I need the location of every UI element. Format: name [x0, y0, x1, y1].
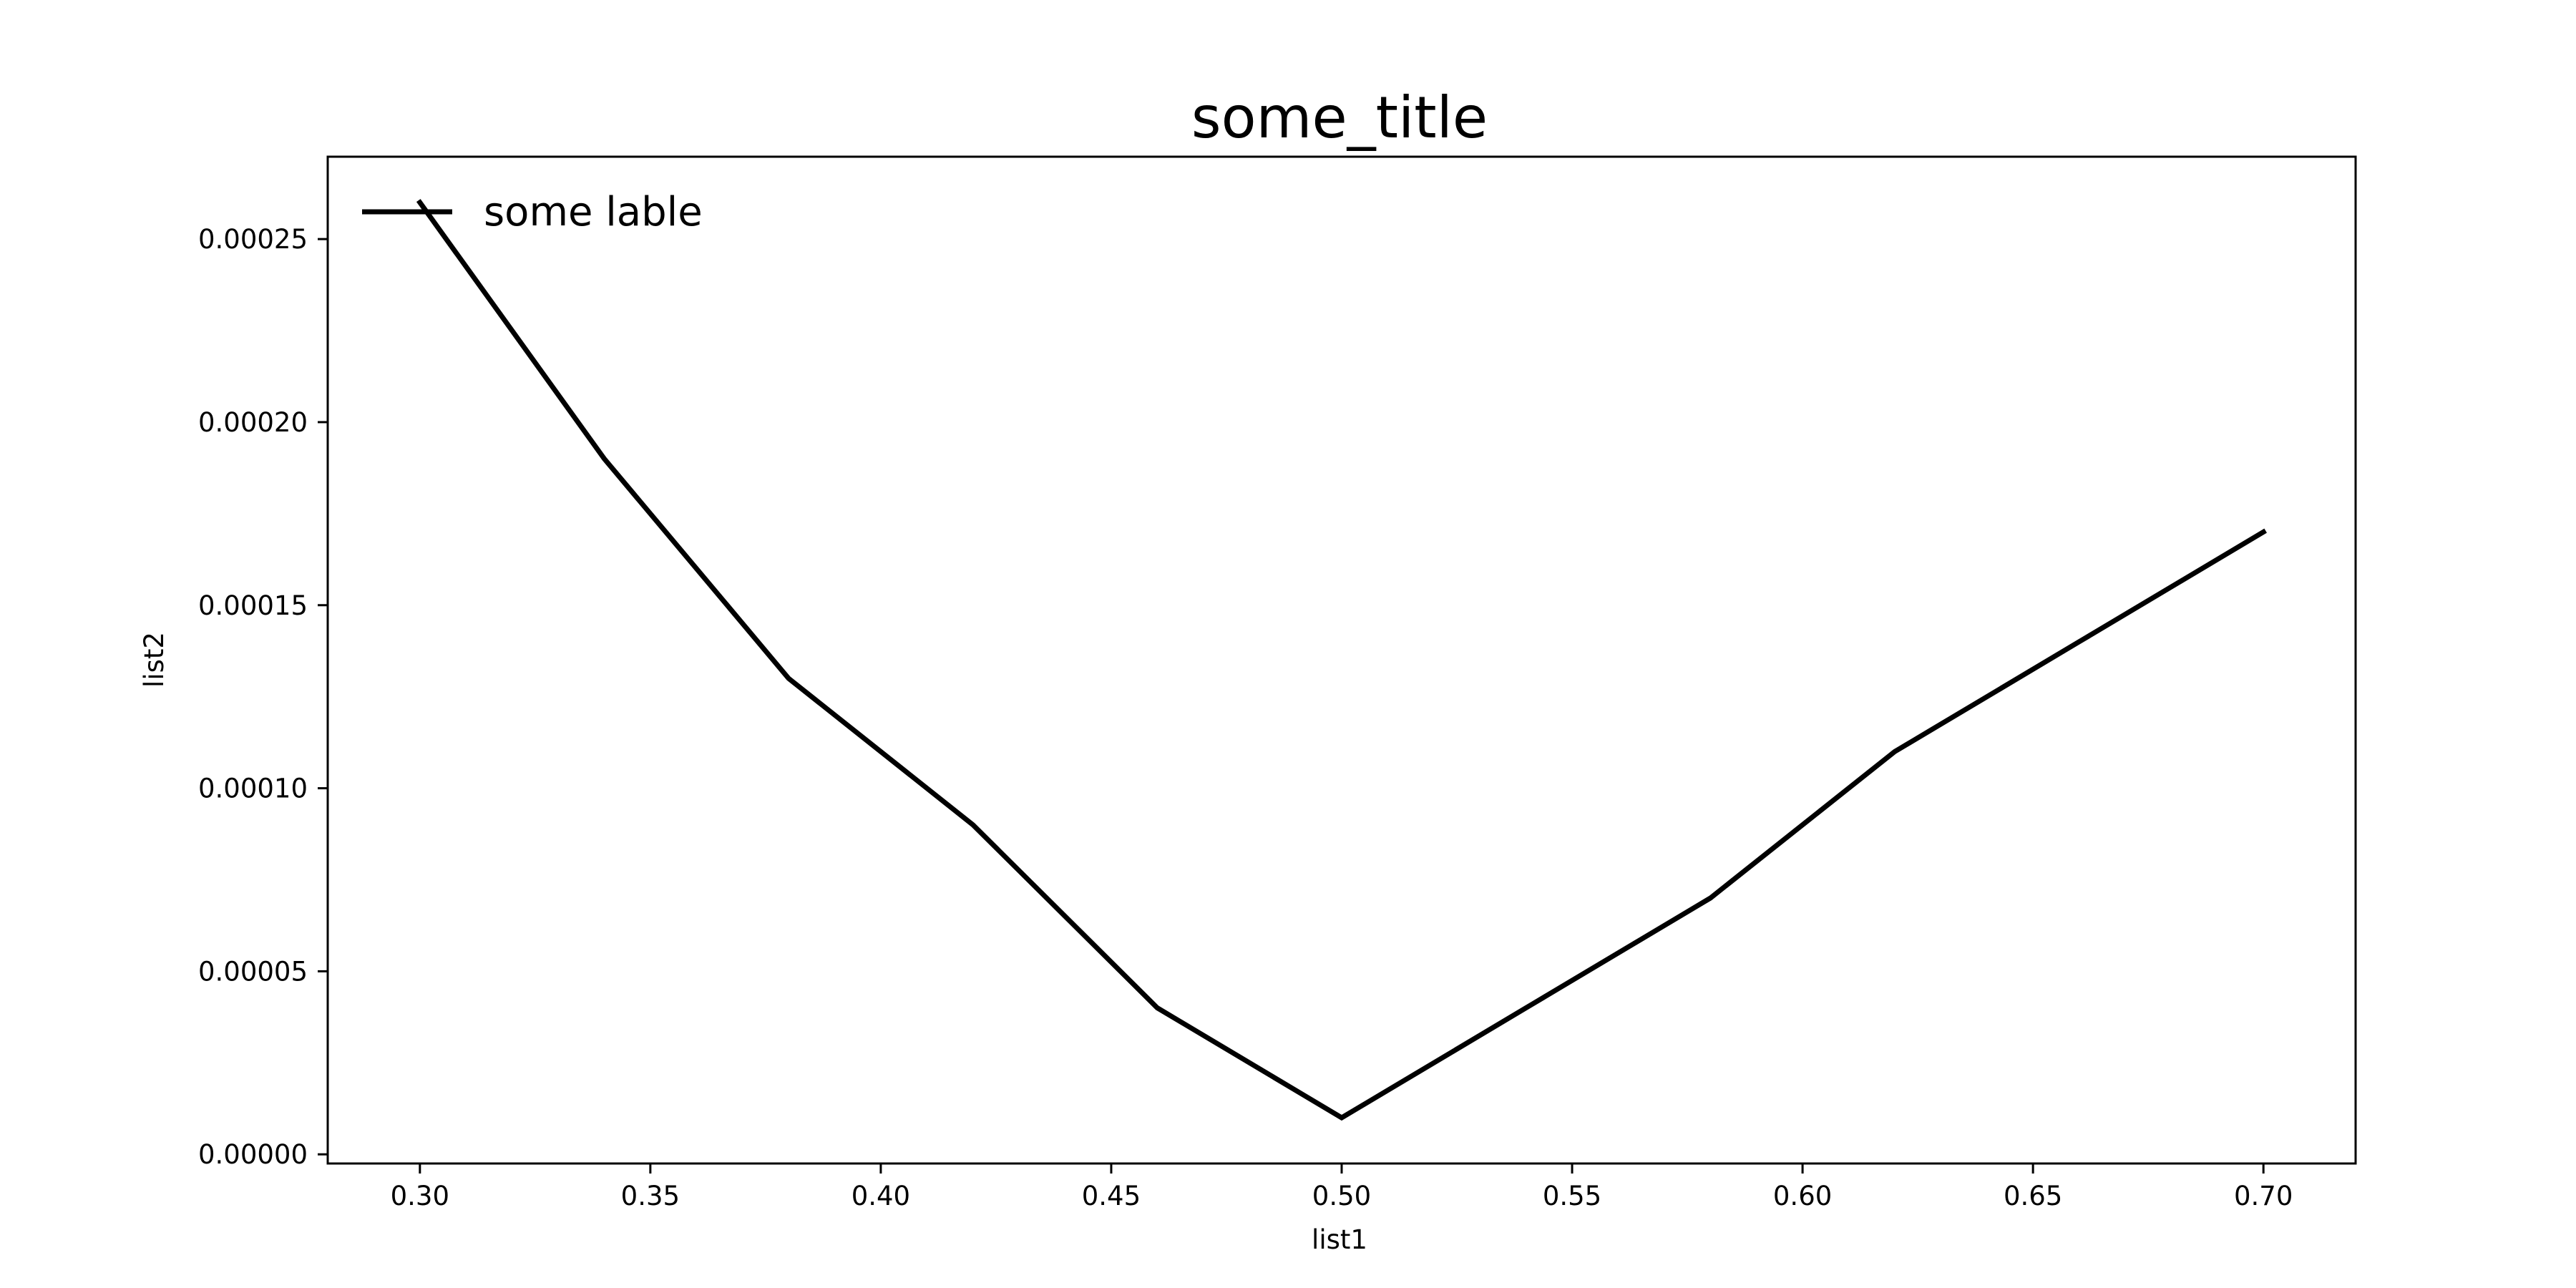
chart-title: some_title [1191, 84, 1488, 151]
x-tick-label: 0.60 [1773, 1181, 1832, 1211]
x-tick-label: 0.40 [852, 1181, 910, 1211]
x-tick-label: 0.45 [1082, 1181, 1141, 1211]
x-tick-label: 0.70 [2234, 1181, 2293, 1211]
x-axis-label: list1 [1312, 1224, 1367, 1255]
y-tick-label: 0.00015 [198, 590, 308, 621]
x-tick-label: 0.50 [1312, 1181, 1371, 1211]
y-tick-label: 0.00025 [198, 224, 308, 255]
plot-area-frame [326, 155, 2357, 1165]
legend-series-label: some lable [484, 189, 703, 235]
x-tick-label: 0.55 [1543, 1181, 1601, 1211]
y-tick-label: 0.00005 [198, 956, 308, 987]
series-line [416, 199, 2267, 1121]
series-layer [416, 199, 2267, 1121]
x-tick-label: 0.65 [2004, 1181, 2062, 1211]
x-tick-label: 0.30 [391, 1181, 449, 1211]
x-axis-ticks: 0.30 0.35 0.40 0.45 0.50 0.55 0.60 0.65 0.70 [391, 1163, 2293, 1211]
y-tick-label: 0.00020 [198, 407, 308, 438]
x-tick-label: 0.35 [621, 1181, 680, 1211]
y-axis-label: list2 [139, 632, 170, 688]
y-axis-ticks: 0.00000 0.00005 0.00010 0.00015 0.00020 0.000… [198, 224, 328, 1170]
legend: some lable [362, 189, 703, 235]
y-tick-label: 0.00010 [198, 774, 308, 804]
y-tick-label: 0.00000 [198, 1139, 308, 1170]
